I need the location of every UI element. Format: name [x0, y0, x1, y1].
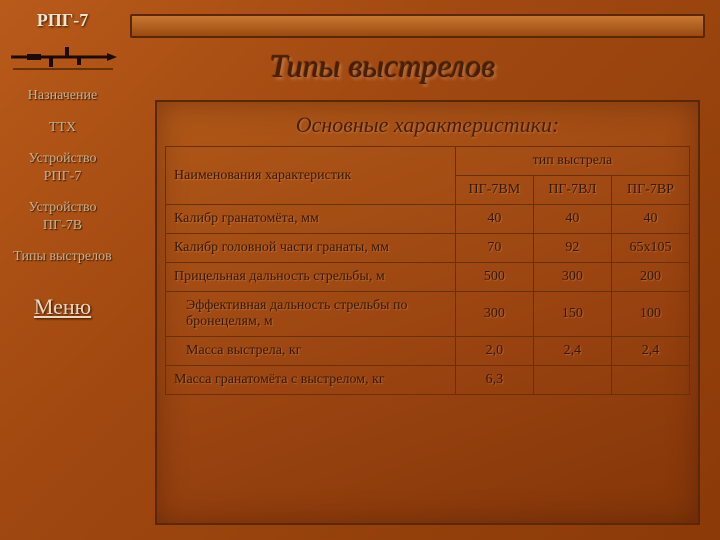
row-label: Масса гранатомёта с выстрелом, кг: [166, 366, 456, 395]
row-label: Калибр гранатомёта, мм: [166, 205, 456, 234]
spec-table: Наименования характеристик тип выстрела …: [165, 146, 690, 395]
cell: 70: [455, 234, 533, 263]
cell: 200: [611, 263, 689, 292]
cell: 300: [533, 263, 611, 292]
menu-link[interactable]: Меню: [8, 294, 117, 320]
cell: 40: [611, 205, 689, 234]
cell: [611, 366, 689, 395]
rpg-icon: [9, 35, 117, 73]
cell: 92: [533, 234, 611, 263]
cell: 40: [455, 205, 533, 234]
cell: 40: [533, 205, 611, 234]
title-bar-decor: [130, 14, 705, 38]
sidebar-item-3[interactable]: Устройство ПГ-7В: [8, 199, 117, 234]
page-title: Типы выстрелов: [270, 48, 495, 85]
table-row: Прицельная дальность стрельбы, м50030020…: [166, 263, 690, 292]
row-label: Прицельная дальность стрельбы, м: [166, 263, 456, 292]
row-label: Масса выстрела, кг: [166, 337, 456, 366]
cell: 2,4: [611, 337, 689, 366]
row-label: Калибр головной части гранаты, мм: [166, 234, 456, 263]
content-panel: Основные характеристики: Наименования ха…: [155, 100, 700, 525]
cell: 2,4: [533, 337, 611, 366]
sidebar-item-1[interactable]: ТТХ: [8, 119, 117, 137]
product-name: РПГ-7: [8, 10, 117, 31]
col-header-group: тип выстрела: [455, 147, 689, 176]
sidebar: РПГ-7 Назначение ТТХ Устройство РПГ-7 Устро…: [0, 0, 125, 540]
sidebar-item-0[interactable]: Назначение: [8, 87, 117, 105]
col-header-1: ПГ-7ВЛ: [533, 176, 611, 205]
col-header-0: ПГ-7ВМ: [455, 176, 533, 205]
cell: 6,3: [455, 366, 533, 395]
sidebar-item-4[interactable]: Типы выстрелов: [8, 248, 117, 266]
cell: 150: [533, 292, 611, 337]
table-row: Калибр головной части гранаты, мм709265х…: [166, 234, 690, 263]
table-row: Эффективная дальность стрельбы по бронец…: [166, 292, 690, 337]
table-row: Масса выстрела, кг2,02,42,4: [166, 337, 690, 366]
cell: 2,0: [455, 337, 533, 366]
cell: 300: [455, 292, 533, 337]
cell: 500: [455, 263, 533, 292]
cell: 100: [611, 292, 689, 337]
col-header-name: Наименования характеристик: [166, 147, 456, 205]
table-row: Калибр гранатомёта, мм404040: [166, 205, 690, 234]
col-header-2: ПГ-7ВР: [611, 176, 689, 205]
cell: [533, 366, 611, 395]
table-row: Масса гранатомёта с выстрелом, кг6,3: [166, 366, 690, 395]
cell: 65х105: [611, 234, 689, 263]
row-label: Эффективная дальность стрельбы по бронец…: [166, 292, 456, 337]
sidebar-item-2[interactable]: Устройство РПГ-7: [8, 150, 117, 185]
panel-subtitle: Основные характеристики:: [165, 112, 690, 138]
